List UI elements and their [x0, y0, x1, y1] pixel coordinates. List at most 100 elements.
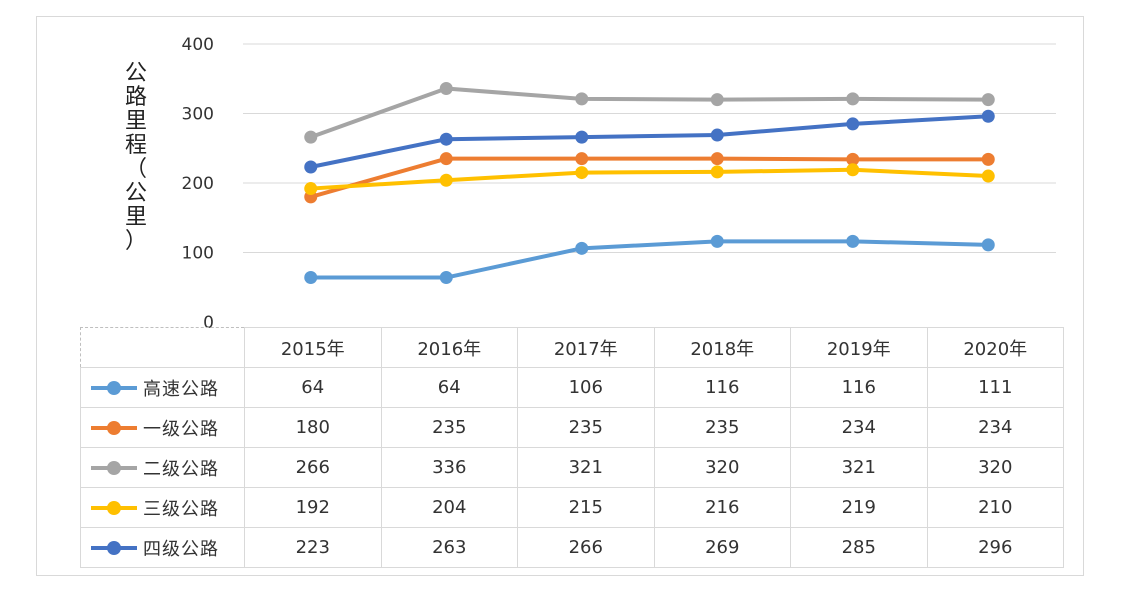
legend-marker	[91, 500, 137, 515]
data-point	[439, 132, 453, 146]
table-cell: 235	[653, 407, 791, 448]
series-name: 三级公路	[143, 498, 219, 520]
table-cell: 321	[517, 447, 655, 488]
table-cell: 234	[926, 407, 1064, 448]
series-label-cell: 一级公路	[80, 407, 245, 448]
table-cell: 234	[790, 407, 928, 448]
y-axis-title: 公路里程（公里）	[124, 61, 147, 254]
table-row: 一级公路 180 235 235 235 234 234	[80, 407, 1064, 448]
table-header-cell: 2018年	[653, 327, 791, 368]
table-header-cell: 2015年	[244, 327, 382, 368]
data-point	[981, 93, 995, 107]
legend-marker	[91, 460, 137, 475]
table-cell: 210	[926, 487, 1064, 528]
table-cell: 235	[517, 407, 655, 448]
data-point	[981, 169, 995, 183]
table-cell: 320	[926, 447, 1064, 488]
table-cell: 116	[790, 367, 928, 408]
data-point	[981, 152, 995, 166]
table-cell: 266	[244, 447, 382, 488]
data-point	[439, 152, 453, 166]
table-header-cell: 2016年	[380, 327, 518, 368]
series-label-cell: 四级公路	[80, 527, 245, 568]
data-point	[439, 271, 453, 285]
table-cell: 64	[380, 367, 518, 408]
data-point	[575, 130, 589, 144]
data-point	[846, 152, 860, 166]
table-cell: 64	[244, 367, 382, 408]
data-point	[846, 234, 860, 248]
table-corner-cell	[80, 327, 245, 368]
y-tick-label: 200	[182, 174, 214, 194]
y-tick-label: 400	[182, 35, 214, 55]
data-point	[710, 128, 724, 142]
data-point	[846, 117, 860, 131]
data-point	[575, 166, 589, 180]
data-point	[846, 92, 860, 106]
series-line-4	[308, 167, 991, 191]
data-point	[575, 92, 589, 106]
data-point	[981, 109, 995, 123]
legend-marker	[91, 540, 137, 555]
series-name: 高速公路	[143, 378, 219, 400]
table-cell: 116	[653, 367, 791, 408]
table-header-cell: 2017年	[517, 327, 655, 368]
table-cell: 219	[790, 487, 928, 528]
data-point	[439, 173, 453, 187]
table-cell: 336	[380, 447, 518, 488]
legend-marker	[91, 420, 137, 435]
legend-marker	[91, 380, 137, 395]
data-point	[981, 238, 995, 252]
table-cell: 216	[653, 487, 791, 528]
table-cell: 263	[380, 527, 518, 568]
series-label-cell: 高速公路	[80, 367, 245, 408]
data-point	[304, 130, 318, 144]
table-cell: 204	[380, 487, 518, 528]
y-tick-label: 100	[182, 244, 214, 264]
data-point	[304, 271, 318, 285]
data-point	[575, 152, 589, 166]
y-tick-label: 300	[182, 105, 214, 125]
data-point	[710, 152, 724, 166]
series-name: 一级公路	[143, 418, 219, 440]
series-line-2	[308, 156, 991, 199]
table-header-row: 2015年 2016年 2017年 2018年 2019年 2020年	[80, 327, 1064, 368]
table-header-cell: 2020年	[926, 327, 1064, 368]
table-row: 二级公路 266 336 321 320 321 320	[80, 447, 1064, 488]
data-table: 2015年 2016年 2017年 2018年 2019年 2020年 高速公路 64 64 1…	[80, 327, 1064, 568]
table-cell: 215	[517, 487, 655, 528]
data-point	[439, 81, 453, 95]
data-point	[710, 165, 724, 179]
table-cell: 180	[244, 407, 382, 448]
series-label-cell: 二级公路	[80, 447, 245, 488]
series-label-cell: 三级公路	[80, 487, 245, 528]
data-point	[304, 182, 318, 196]
table-header-cell: 2019年	[790, 327, 928, 368]
table-row: 三级公路 192 204 215 216 219 210	[80, 487, 1064, 528]
table-cell: 266	[517, 527, 655, 568]
table-row: 四级公路 223 263 266 269 285 296	[80, 527, 1064, 568]
series-line-3	[308, 86, 991, 140]
data-point	[710, 93, 724, 107]
table-cell: 106	[517, 367, 655, 408]
table-cell: 111	[926, 367, 1064, 408]
table-cell: 320	[653, 447, 791, 488]
series-line-1	[308, 239, 991, 280]
series-name: 二级公路	[143, 458, 219, 480]
table-cell: 223	[244, 527, 382, 568]
series-line-5	[308, 114, 991, 170]
data-point	[575, 241, 589, 255]
data-point	[304, 160, 318, 174]
y-tick-label: 0	[203, 313, 214, 333]
table-cell: 269	[653, 527, 791, 568]
table-cell: 192	[244, 487, 382, 528]
table-cell: 321	[790, 447, 928, 488]
table-row: 高速公路 64 64 106 116 116 111	[80, 367, 1064, 408]
table-cell: 285	[790, 527, 928, 568]
table-cell: 296	[926, 527, 1064, 568]
series-name: 四级公路	[143, 538, 219, 560]
table-cell: 235	[380, 407, 518, 448]
data-point	[710, 234, 724, 248]
data-point	[846, 163, 860, 177]
